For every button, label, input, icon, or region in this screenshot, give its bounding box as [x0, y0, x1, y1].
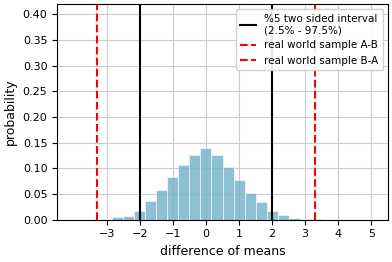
Bar	[278, 215, 289, 220]
Bar	[200, 148, 212, 220]
X-axis label: difference of means: difference of means	[160, 245, 285, 258]
Bar	[267, 211, 278, 220]
Bar	[134, 211, 145, 220]
Bar	[189, 155, 200, 220]
Bar	[234, 180, 245, 220]
Y-axis label: probability: probability	[4, 79, 17, 145]
Bar	[289, 218, 299, 220]
Bar	[299, 219, 311, 220]
Bar	[212, 155, 223, 220]
Bar	[101, 219, 112, 220]
Bar	[145, 201, 156, 220]
Bar	[167, 177, 178, 220]
Legend: %5 two sided interval
(2.5% - 97.5%), real world sample A-B, real world sample B: %5 two sided interval (2.5% - 97.5%), re…	[236, 9, 383, 70]
Bar	[123, 216, 134, 220]
Bar	[156, 190, 167, 220]
Bar	[178, 165, 189, 220]
Bar	[223, 167, 234, 220]
Bar	[112, 217, 123, 220]
Bar	[256, 202, 267, 220]
Bar	[245, 193, 256, 220]
